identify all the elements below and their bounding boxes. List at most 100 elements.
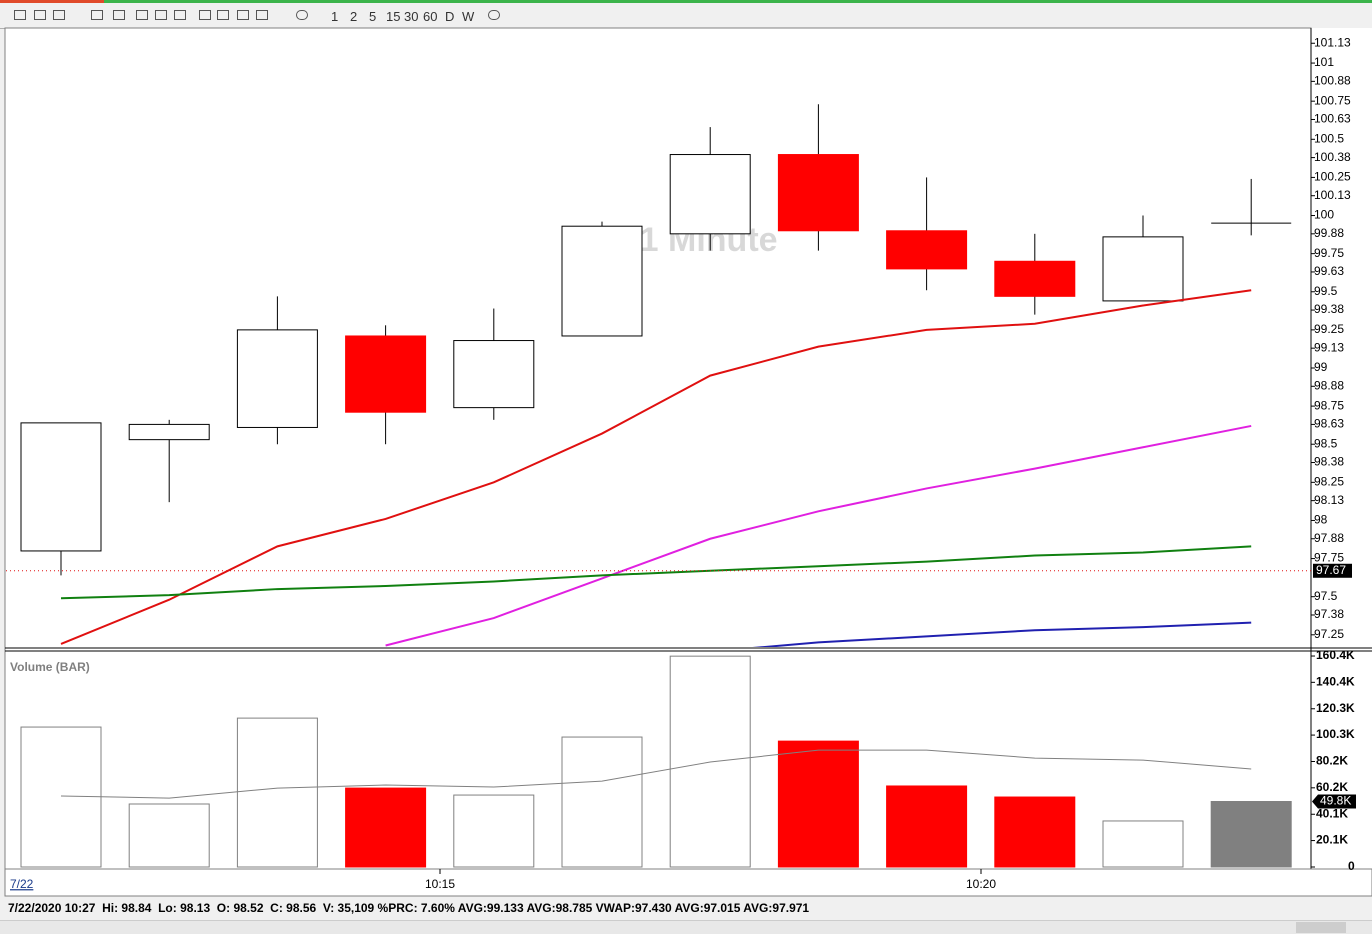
y-tick-label: 98.38 [1314, 455, 1344, 469]
y-tick-label: 97.88 [1314, 531, 1344, 545]
volume-bar [1102, 820, 1184, 868]
volume-panel [20, 655, 1292, 868]
style-icon[interactable] [34, 10, 46, 20]
time-axis-area [4, 868, 1372, 897]
y-tick-label: 99.25 [1314, 322, 1344, 336]
window-border [0, 0, 1372, 3]
y-tick-label: 40.1K [1316, 806, 1348, 820]
volume-bar [128, 803, 210, 868]
pointer-icon[interactable] [199, 10, 211, 20]
close-icon[interactable] [488, 10, 500, 20]
last-price-box [1313, 563, 1352, 578]
candle-body [20, 422, 102, 552]
y-tick-label: 99.75 [1314, 246, 1344, 260]
candle-body [561, 225, 643, 337]
candle-body [128, 423, 210, 441]
candle-body [1102, 236, 1184, 302]
measure-icon[interactable] [256, 10, 268, 20]
y-tick-label: 98 [1314, 513, 1328, 527]
plot-area [4, 27, 1312, 870]
volume-bar [777, 740, 859, 868]
y-tick-label: 97.75 [1314, 551, 1344, 565]
volume-bar [561, 736, 643, 868]
volume-bar [453, 794, 535, 868]
y-tick-label: 100 [1314, 208, 1334, 222]
volume-bar [345, 787, 427, 868]
toolbar: 1 2 5 15 30 60 D W [0, 4, 1372, 29]
axes: 101.13 101 100.88 100.75 100.63 100.5 100.38 10… [10, 35, 1356, 891]
y-tick-label: 97.25 [1314, 627, 1344, 641]
interval-button[interactable]: 1 [331, 9, 339, 24]
volume-bar [1210, 800, 1292, 868]
y-tick-label: 80.2K [1316, 754, 1348, 768]
y-tick-label: 100.25 [1314, 170, 1351, 184]
window-border-accent [0, 0, 104, 3]
indicator-line [385, 424, 1252, 647]
y-tick-label: 98.63 [1314, 417, 1344, 431]
fit-icon[interactable] [174, 10, 186, 20]
y-tick-label: 99.5 [1314, 284, 1338, 298]
y-tick-label: 100.3K [1316, 727, 1355, 741]
scrollbar[interactable] [0, 920, 1372, 934]
y-tick-label: 99.63 [1314, 264, 1344, 278]
interval-icon[interactable] [296, 10, 308, 20]
interval-button[interactable]: D [445, 9, 455, 24]
volume-bar [20, 726, 102, 868]
chart-type-icon[interactable] [14, 10, 26, 20]
interval-button[interactable]: 5 [369, 9, 377, 24]
indicator-line [752, 621, 1252, 647]
y-tick-label: 100.38 [1314, 150, 1351, 164]
indicator-line [60, 545, 1252, 600]
volume-bar [886, 785, 968, 868]
y-tick-label: 99.88 [1314, 226, 1344, 240]
candle-body [777, 154, 859, 232]
y-tick-label: 98.25 [1314, 475, 1344, 489]
candle-body [669, 154, 751, 235]
y-tick-label: 98.13 [1314, 493, 1344, 507]
y-tick-label: 101.13 [1314, 35, 1351, 49]
y-tick-label: 20.1K [1316, 833, 1348, 847]
candle-body [886, 230, 968, 270]
interval-button[interactable]: W [462, 9, 475, 24]
x-tick-label: 10:20 [966, 877, 996, 891]
interval-button[interactable]: 60 [423, 9, 438, 24]
y-tick-label: 97.38 [1314, 607, 1344, 621]
scroll-thumb[interactable] [1296, 922, 1346, 933]
pan-icon[interactable] [217, 10, 229, 20]
y-tick-label: 100.88 [1314, 74, 1351, 88]
last-volume-label: 49.8K [1320, 794, 1351, 808]
y-tick-label: 100.13 [1314, 188, 1351, 202]
crosshair-icon[interactable] [237, 10, 249, 20]
y-tick-label: 99.13 [1314, 340, 1344, 354]
split-icon[interactable] [113, 10, 125, 20]
candle-body [994, 260, 1076, 297]
price-axis-area [1311, 28, 1372, 869]
y-tick-label: 100.75 [1314, 93, 1351, 107]
interval-button[interactable]: 15 [386, 9, 401, 24]
y-tick-label: 97.5 [1314, 589, 1338, 603]
status-bar: 7/22/2020 10:27 Hi: 98.84 Lo: 98.13 O: 9… [8, 901, 810, 915]
studies-icon[interactable] [53, 10, 65, 20]
zoom-icon[interactable] [136, 10, 148, 20]
y-tick-label: 100.5 [1314, 131, 1344, 145]
interval-button[interactable]: 30 [404, 9, 419, 24]
interval-button[interactable]: 2 [350, 9, 358, 24]
indicator-line [60, 289, 1252, 645]
y-tick-label: 99.38 [1314, 302, 1344, 316]
y-tick-label: 140.4K [1316, 675, 1355, 689]
last-price-label: 97.67 [1316, 563, 1346, 577]
volume-bar [994, 796, 1076, 868]
zoom-out-icon[interactable] [155, 10, 167, 20]
y-tick-label: 60.2K [1316, 780, 1348, 794]
last-volume-box [1312, 794, 1356, 809]
y-tick-label: 160.4K [1316, 648, 1355, 662]
y-tick-label: 98.75 [1314, 398, 1344, 412]
layout-icon[interactable] [91, 10, 103, 20]
panel-title: Volume (BAR) [10, 660, 90, 674]
y-tick-label: 120.3K [1316, 701, 1355, 715]
candle-body [236, 329, 318, 428]
y-tick-label: 98.88 [1314, 378, 1344, 392]
x-tick-label: 7/22 [10, 877, 34, 891]
